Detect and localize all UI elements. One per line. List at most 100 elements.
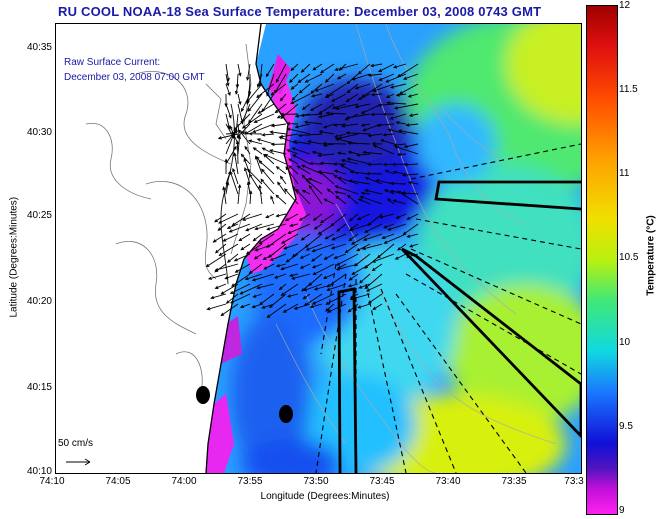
current-vector-head (313, 226, 318, 230)
current-vector-head (318, 130, 323, 134)
current-vector-head (278, 136, 283, 140)
current-vector-head (325, 301, 330, 305)
raw-current-label: Raw Surface Current: (64, 57, 161, 68)
current-vector (326, 112, 347, 115)
current-vector-head (279, 97, 284, 102)
current-vector-head (389, 181, 394, 186)
current-vector (242, 113, 263, 129)
current-vector-head (407, 94, 412, 98)
current-vector-head (237, 135, 242, 140)
current-vector (378, 63, 395, 72)
current-vector (281, 263, 299, 270)
current-vector (306, 243, 323, 251)
x-tick-label: 73:55 (237, 476, 263, 487)
current-vector-head (301, 164, 306, 168)
current-vector (334, 253, 347, 259)
current-vector-head (258, 160, 263, 164)
current-vector-head (398, 91, 403, 95)
current-vector (291, 273, 311, 280)
current-vector (225, 73, 229, 86)
current-vector-head (252, 237, 257, 242)
current-vector-head (364, 229, 369, 233)
current-vector (318, 223, 335, 235)
current-vector-head (246, 181, 251, 186)
current-vector (310, 303, 323, 308)
current-vector (252, 123, 275, 133)
current-vector (392, 163, 407, 165)
current-vector-head (377, 103, 382, 107)
current-vector-head (280, 115, 285, 119)
current-vector-head (349, 170, 354, 174)
current-vector (301, 233, 311, 241)
current-vector (262, 147, 275, 155)
current-vector (243, 158, 251, 175)
current-vector-head (367, 73, 372, 77)
current-vector (275, 103, 287, 113)
current-vector (331, 93, 347, 102)
current-vector (208, 273, 227, 280)
current-vector (407, 213, 419, 220)
current-vector-head (310, 94, 316, 98)
colorbar-tick-label: 9.5 (619, 421, 633, 432)
current-vector-head (233, 145, 237, 150)
current-vector-head (229, 300, 234, 304)
current-vector-head (278, 286, 283, 291)
current-vector (236, 141, 239, 165)
current-vectors (205, 63, 419, 318)
current-vector (349, 213, 359, 222)
current-vector (280, 133, 299, 138)
current-vector-head (233, 152, 237, 157)
current-vector (323, 273, 335, 279)
current-vector (244, 123, 263, 135)
current-vector-head (384, 169, 389, 173)
current-vector-head (309, 161, 313, 166)
current-vector-head (297, 79, 302, 83)
current-vector-head (394, 256, 399, 260)
current-vector-head (303, 120, 309, 124)
current-vector-head (348, 237, 353, 242)
y-tick-label: 40:15 (26, 382, 52, 393)
current-vector (383, 163, 395, 166)
current-vector (358, 93, 371, 101)
current-vector (397, 63, 419, 78)
current-vector-head (251, 278, 256, 282)
current-vector (253, 293, 263, 298)
current-vector-head (331, 237, 336, 241)
current-vector (362, 243, 383, 250)
current-vector-head (298, 217, 303, 221)
current-vector (350, 223, 371, 231)
radial-lines (315, 143, 581, 473)
current-vector-head (384, 189, 389, 193)
current-vector-head (299, 265, 304, 269)
current-vector-head (266, 244, 271, 248)
current-vector (345, 243, 359, 253)
current-vector (252, 273, 275, 281)
current-vector (225, 131, 236, 155)
current-vector (333, 123, 347, 126)
current-vector (206, 253, 227, 267)
current-vector (402, 173, 419, 176)
current-vector-head (233, 258, 238, 262)
current-vector-head (309, 304, 314, 309)
map-plot-area[interactable] (55, 23, 582, 474)
current-vector-head (370, 63, 375, 68)
current-vector (368, 213, 383, 226)
current-vector (244, 146, 251, 155)
current-vector-head (280, 292, 285, 296)
x-tick-label: 73:3 (564, 476, 584, 487)
y-tick-label: 40:35 (26, 42, 52, 53)
current-vector-head (397, 190, 401, 195)
current-vector-head (275, 213, 280, 218)
current-vector-head (288, 158, 293, 162)
current-vector (403, 223, 419, 235)
x-tick-label: 73:40 (435, 476, 461, 487)
current-vector (346, 132, 371, 135)
current-vector (314, 283, 335, 290)
current-vector-head (239, 291, 244, 295)
current-vector-head (380, 139, 385, 143)
current-vector (372, 303, 383, 310)
current-vector-head (305, 178, 310, 182)
current-vector-head (395, 93, 400, 97)
current-vector (305, 73, 323, 83)
current-vector-head (372, 144, 377, 148)
